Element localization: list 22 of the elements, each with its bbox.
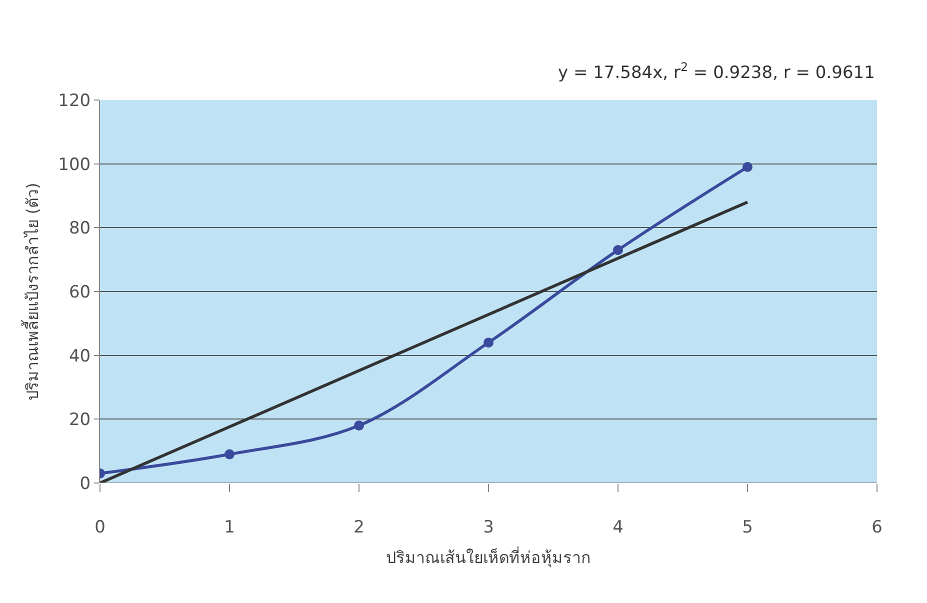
point	[613, 245, 623, 256]
y-tick-label: 40	[68, 346, 91, 366]
x-tick-label: 4	[612, 517, 624, 538]
y-tick-label: 60	[68, 282, 91, 302]
x-tick-label: 0	[94, 517, 106, 538]
x-tick-label: 5	[742, 517, 753, 538]
y-tick-label: 80	[68, 218, 91, 239]
y-tick-label: 0	[80, 474, 91, 494]
y-tick-label: 120	[58, 90, 91, 111]
y-tick-label: 100	[58, 154, 91, 175]
point	[354, 420, 364, 431]
y-tick-label: 20	[68, 410, 91, 430]
y-axis-title: ปริมาณเพลี้ยแป้งรากลำไย (ตัว)	[21, 182, 42, 400]
point	[742, 162, 752, 172]
x-tick-label: 1	[224, 517, 235, 538]
text: y = 17.584x, r$^{2}$ = 0.9238, r = 0.9611	[558, 60, 875, 84]
x-tick-label: 3	[483, 517, 494, 538]
x-tick-label: 6	[872, 517, 882, 538]
x-tick-label: 2	[354, 517, 364, 538]
x-axis-title: ปริมาณเส้นใยเห็ดที่ห่อหุ้มราก	[386, 546, 591, 568]
point	[224, 449, 234, 460]
point	[484, 338, 494, 348]
